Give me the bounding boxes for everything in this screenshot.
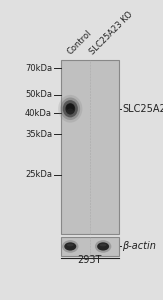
Ellipse shape (64, 242, 76, 250)
Text: 50kDa: 50kDa (25, 90, 52, 99)
Ellipse shape (66, 104, 74, 112)
Ellipse shape (62, 240, 79, 253)
Text: SLC25A23: SLC25A23 (122, 104, 163, 114)
Text: 40kDa: 40kDa (25, 109, 52, 118)
Ellipse shape (65, 103, 75, 114)
Text: Control: Control (65, 29, 93, 57)
Bar (61, 237, 119, 256)
Ellipse shape (100, 244, 107, 246)
Ellipse shape (67, 244, 74, 246)
Text: β-actin: β-actin (122, 242, 156, 251)
Text: 25kDa: 25kDa (25, 170, 52, 179)
Ellipse shape (63, 100, 78, 117)
Ellipse shape (67, 109, 74, 115)
Ellipse shape (58, 95, 82, 123)
Ellipse shape (97, 242, 109, 250)
Ellipse shape (95, 240, 111, 253)
Text: 35kDa: 35kDa (25, 130, 52, 139)
Bar (61, 60, 119, 233)
Text: 293T: 293T (78, 255, 102, 265)
Text: SLC25A23 KO: SLC25A23 KO (88, 10, 134, 57)
Ellipse shape (60, 98, 80, 120)
Text: 70kDa: 70kDa (25, 64, 52, 73)
